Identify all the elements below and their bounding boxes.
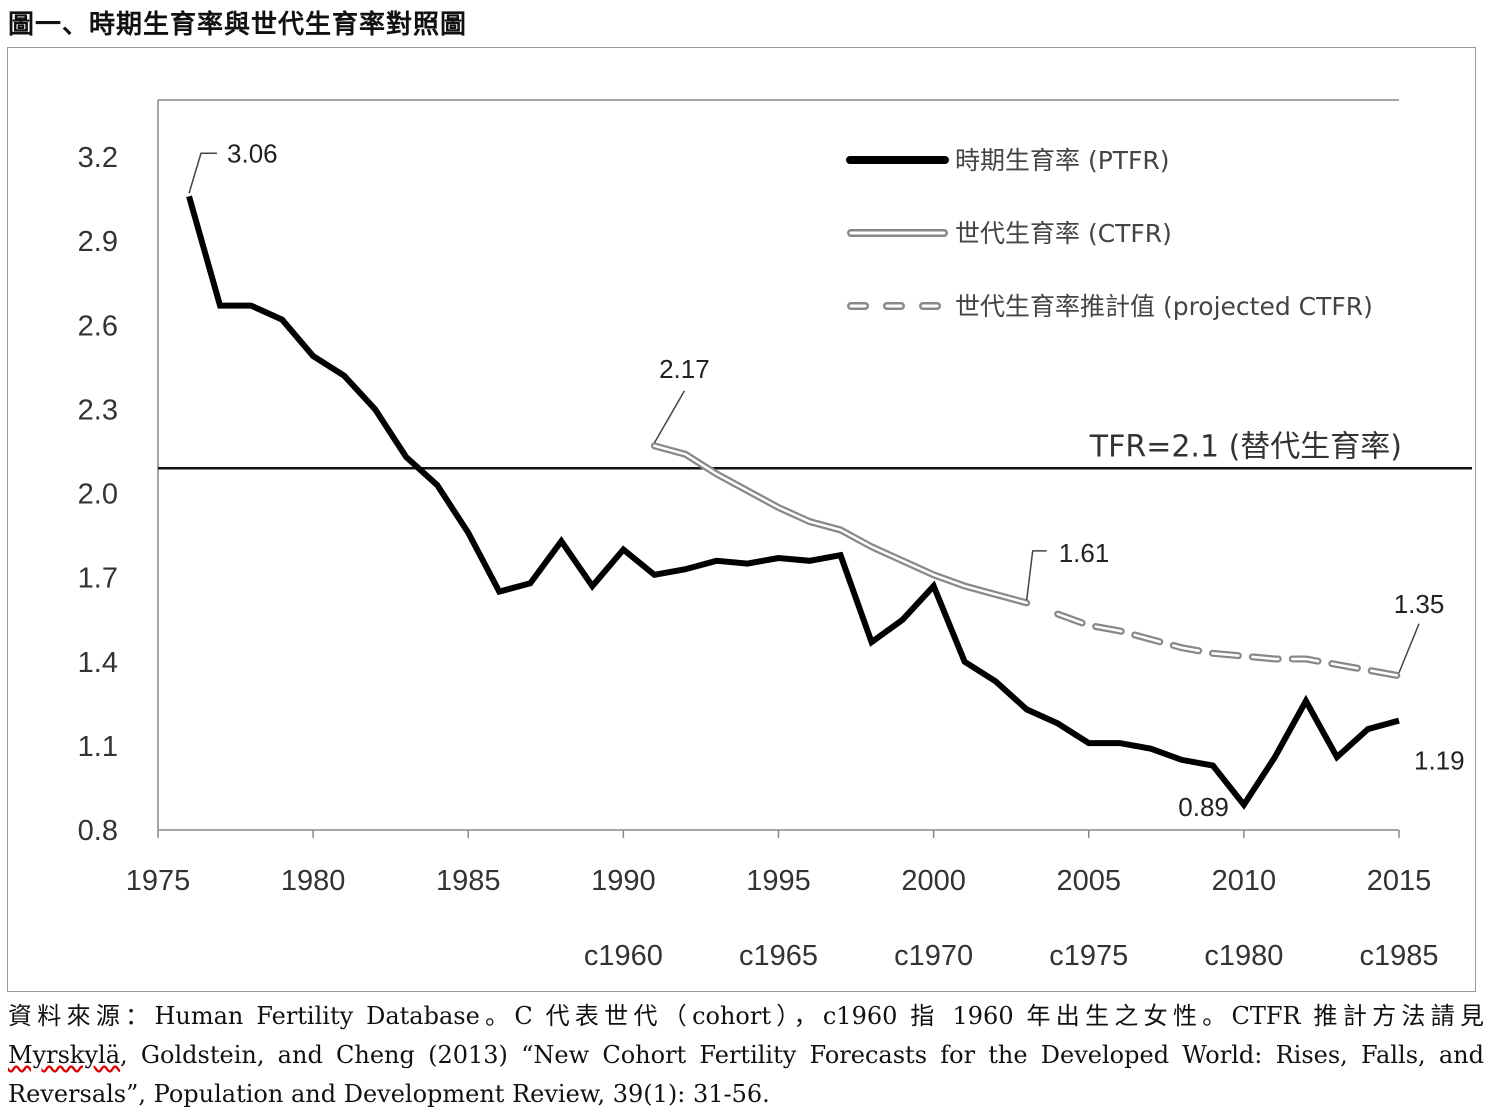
x-tick-label: 2000 (901, 865, 966, 897)
x-tick-label: 1975 (126, 865, 191, 897)
y-tick-label: 2.6 (78, 310, 118, 342)
annotation-leader (1398, 623, 1420, 674)
cohort-tick-label: c1985 (1359, 940, 1438, 972)
legend-label: 時期生育率 (PTFR) (955, 146, 1170, 175)
y-tick-label: 2.3 (78, 394, 118, 426)
cohort-tick-label: c1970 (894, 940, 973, 972)
series-line-inner-projected-ctfr (1056, 612, 1401, 678)
annotation-leader (1025, 550, 1047, 600)
x-tick-label: 1990 (591, 865, 656, 897)
x-tick-label: 1995 (746, 865, 811, 897)
chart-frame (7, 47, 1476, 992)
data-label: 2.17 (659, 354, 710, 384)
footnote-author: Myrskylä (8, 1041, 121, 1069)
data-label: 1.61 (1059, 538, 1110, 568)
x-tick-label: 2015 (1367, 865, 1432, 897)
y-tick-label: 2.0 (78, 479, 118, 511)
x-tick-label: 2005 (1056, 865, 1121, 897)
cohort-tick-label: c1960 (584, 940, 663, 972)
series-line-ptfr (186, 195, 1400, 810)
cohort-tick-label: c1975 (1049, 940, 1128, 972)
footnote-line-3: Reversals”, Population and Development R… (8, 1080, 770, 1108)
y-tick-label: 0.8 (78, 815, 118, 847)
x-tick-label: 2010 (1212, 865, 1277, 897)
series-line-inner-ctfr (653, 444, 1028, 605)
cohort-tick-label: c1980 (1204, 940, 1283, 972)
replacement-level-label: TFR=2.1 (替代生育率) (1089, 429, 1402, 464)
x-tick-label: 1980 (281, 865, 346, 897)
annotation-leader (653, 390, 686, 444)
data-label: 3.06 (227, 138, 278, 168)
data-label: 0.89 (1178, 792, 1229, 822)
chart-title: 圖一、時期生育率與世代生育率對照圖 (8, 10, 468, 40)
footnote-line-2-rest: , Goldstein, and Cheng (2013) “New Cohor… (120, 1041, 1484, 1069)
y-tick-label: 3.2 (78, 142, 118, 174)
annotation-leader (188, 152, 218, 194)
y-tick-label: 1.4 (78, 647, 118, 679)
data-label: 1.19 (1414, 746, 1465, 776)
cohort-tick-label: c1965 (739, 940, 818, 972)
data-point-projected-ctfr (1087, 623, 1091, 627)
data-label: 1.35 (1394, 589, 1445, 619)
x-tick-label: 1985 (436, 865, 501, 897)
legend-label: 世代生育率推計值 (projected CTFR) (955, 292, 1373, 321)
legend-label: 世代生育率 (CTFR) (955, 219, 1172, 248)
data-point-projected-ctfr (1242, 654, 1246, 658)
y-tick-label: 1.7 (78, 563, 118, 595)
footnote-line-2: Myrskylä, Goldstein, and Cheng (2013) “N… (8, 1036, 1484, 1075)
y-tick-label: 1.1 (78, 731, 118, 763)
y-tick-label: 2.9 (78, 226, 118, 258)
footnote-line-1: 資料來源：Human Fertility Database。C 代表世代（coh… (8, 1002, 1484, 1030)
